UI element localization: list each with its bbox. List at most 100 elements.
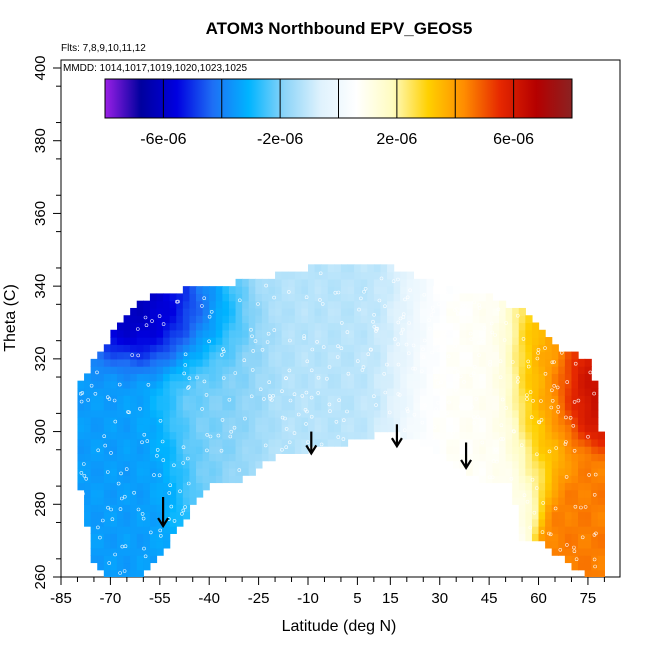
field-cell — [518, 424, 526, 433]
observation-point — [372, 312, 376, 317]
x-tick-label: -85 — [50, 590, 72, 607]
field-cell — [308, 358, 316, 367]
field-cell — [406, 293, 414, 302]
field-cell — [143, 315, 151, 324]
field-cell — [479, 337, 487, 345]
field-cell — [578, 446, 586, 454]
field-cell — [564, 489, 573, 498]
field-cell — [176, 431, 184, 440]
field-cell — [387, 286, 395, 295]
field-cell — [222, 373, 230, 382]
field-cell — [531, 387, 540, 396]
field-cell — [406, 424, 414, 433]
field-cell — [505, 322, 513, 331]
field-cell — [255, 387, 263, 396]
observation-point — [374, 329, 378, 333]
observation-point — [539, 399, 543, 403]
field-cell — [103, 497, 111, 505]
field-cell — [90, 540, 98, 549]
field-cell — [558, 446, 566, 454]
field-cell — [354, 278, 362, 287]
field-cell — [261, 424, 270, 433]
field-cell — [288, 358, 296, 367]
field-cell — [143, 300, 151, 309]
field-cell — [340, 344, 349, 353]
field-cell — [116, 322, 125, 331]
field-cell — [281, 344, 289, 353]
field-cell — [242, 329, 250, 338]
field-cell — [123, 417, 131, 425]
observation-point — [260, 347, 265, 352]
field-cell — [176, 351, 184, 360]
field-cell — [367, 293, 375, 302]
field-cell — [242, 315, 250, 324]
field-cell — [275, 438, 283, 447]
observation-point — [397, 393, 402, 397]
field-cell — [136, 482, 144, 491]
field-cell — [479, 366, 487, 374]
field-cell — [314, 409, 322, 418]
field-cell — [466, 402, 474, 411]
field-cell — [340, 438, 349, 447]
field-cell — [288, 395, 296, 404]
field-cell — [123, 489, 131, 498]
field-cell — [103, 373, 111, 382]
field-cell — [156, 460, 164, 469]
field-cell — [499, 307, 507, 316]
observation-point — [490, 330, 495, 335]
field-cell — [340, 431, 349, 440]
field-cell — [360, 431, 368, 440]
field-cell — [222, 322, 230, 331]
field-cell — [149, 467, 158, 476]
field-cell — [545, 417, 553, 425]
field-cell — [499, 358, 507, 367]
field-cell — [334, 293, 342, 302]
observation-point — [592, 492, 597, 497]
field-cell — [130, 424, 138, 433]
observation-point — [256, 302, 260, 306]
field-cell — [116, 540, 125, 549]
field-cell — [485, 300, 494, 309]
field-cell — [538, 417, 546, 425]
observation-point — [345, 409, 349, 414]
field-cell — [360, 344, 368, 353]
field-cell — [255, 424, 263, 433]
observation-point — [400, 327, 405, 332]
field-cell — [130, 315, 138, 324]
colorbar: -6e-06 -2e-06 2e-06 6e-06 — [104, 78, 573, 148]
field-cell — [248, 293, 256, 302]
observation-point — [487, 475, 492, 480]
field-cell — [110, 489, 118, 498]
observation-point — [406, 351, 411, 356]
field-cell — [413, 373, 421, 382]
field-cell — [433, 366, 441, 374]
field-cell — [169, 460, 177, 469]
observation-point — [536, 347, 541, 352]
field-cell — [189, 344, 197, 353]
field-cell — [294, 307, 303, 316]
field-cell — [143, 504, 151, 513]
observation-point — [142, 546, 146, 551]
observation-point — [302, 334, 307, 338]
field-cell — [413, 402, 421, 411]
field-cell — [380, 329, 388, 338]
observation-point — [339, 321, 344, 325]
field-cell — [222, 453, 230, 462]
field-cell — [196, 387, 204, 396]
field-cell — [90, 555, 98, 564]
field-cell — [275, 329, 283, 338]
field-cell — [380, 351, 388, 360]
field-cell — [340, 264, 349, 273]
field-cell — [248, 286, 256, 295]
field-cell — [479, 358, 487, 367]
field-cell — [84, 453, 92, 462]
field-cell — [472, 300, 480, 309]
field-cell — [531, 329, 540, 338]
field-cell — [196, 467, 204, 476]
field-cell — [452, 402, 461, 411]
field-cell — [446, 409, 454, 418]
field-cell — [169, 395, 177, 404]
field-cell — [130, 431, 138, 440]
field-cell — [176, 358, 184, 367]
field-cell — [426, 366, 434, 374]
